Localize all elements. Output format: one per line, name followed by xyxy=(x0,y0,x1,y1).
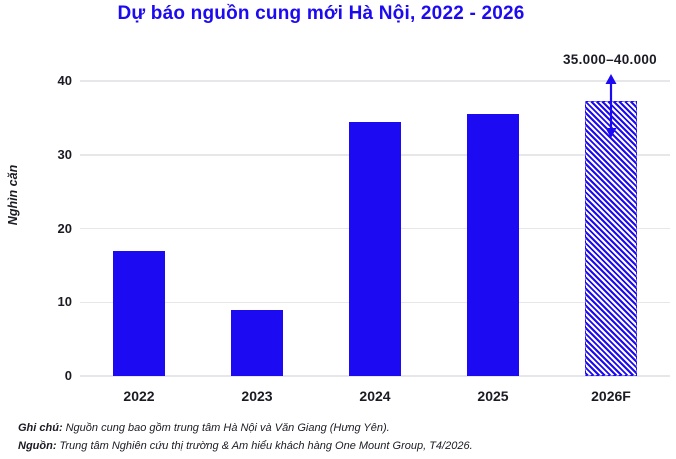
x-tick-label-2022: 2022 xyxy=(123,388,155,404)
x-tick-label-2023: 2023 xyxy=(241,388,273,404)
bar-2022 xyxy=(113,250,165,376)
bar-2024 xyxy=(349,121,401,376)
y-axis-title: Nghìn căn xyxy=(6,164,20,226)
footnote-nguon-text: Trung tâm Nghiên cứu thị trường & Am hiể… xyxy=(59,440,473,452)
range-arrow-icon xyxy=(605,74,617,138)
gridline-0 xyxy=(80,375,670,377)
y-tick-label-10: 10 xyxy=(57,294,72,310)
x-tick-label-2025: 2025 xyxy=(477,388,509,404)
footnote-ghichu-label: Ghi chú: xyxy=(18,422,63,434)
plot-area: 2022 2023 2024 2025 2026F xyxy=(80,74,670,404)
y-tick-label-30: 30 xyxy=(57,146,72,162)
x-tick-label-2024: 2024 xyxy=(359,388,391,404)
footnote-ghichu-text: Nguồn cung bao gồm trung tâm Hà Nội và V… xyxy=(65,422,390,434)
footnote-nguon: Nguồn: Trung tâm Nghiên cứu thị trường & … xyxy=(18,437,473,455)
x-tick-label-2026F: 2026F xyxy=(591,388,631,404)
bar-2025 xyxy=(467,114,519,376)
range-annotation: 35.000–40.000 xyxy=(563,52,657,67)
y-axis: 0 10 20 30 40 xyxy=(30,73,72,383)
footnotes: Ghi chú: Nguồn cung bao gồm trung tâm Hà … xyxy=(18,419,473,455)
y-tick-label-20: 20 xyxy=(57,220,72,236)
bar-2026F xyxy=(585,100,637,376)
footnote-nguon-label: Nguồn: xyxy=(18,440,57,452)
y-tick-label-0: 0 xyxy=(64,368,72,383)
bar-2023 xyxy=(231,309,283,376)
gridline-40 xyxy=(80,80,670,82)
footnote-ghichu: Ghi chú: Nguồn cung bao gồm trung tâm Hà … xyxy=(18,419,473,437)
y-tick-label-40: 40 xyxy=(57,73,72,88)
chart-title: Dự báo nguồn cung mới Hà Nội, 2022 - 202… xyxy=(117,3,525,24)
